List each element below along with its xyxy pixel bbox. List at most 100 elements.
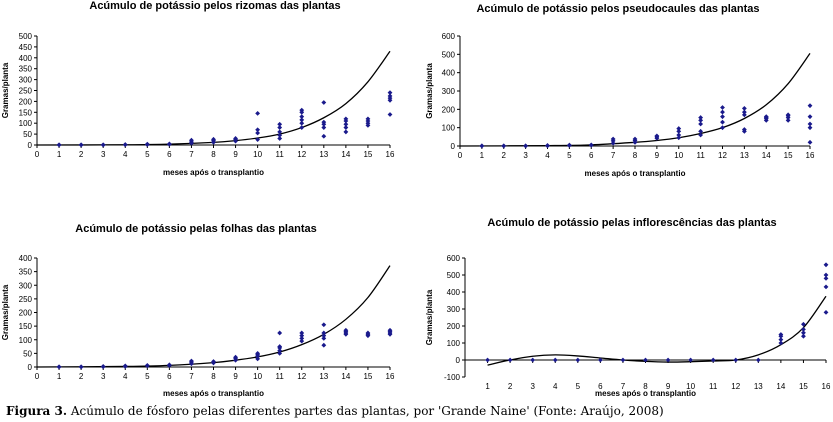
x-tick-label: 8: [211, 150, 216, 159]
data-point: [710, 357, 716, 363]
chart-folhas: Acúmulo de potássio pelas folhas das pla…: [1, 223, 395, 398]
data-point: [321, 322, 327, 328]
data-point: [166, 141, 172, 147]
x-tick-label: 11: [276, 150, 285, 159]
data-point: [387, 112, 393, 117]
data-point: [676, 132, 682, 138]
data-point: [299, 125, 305, 130]
data-point: [255, 356, 261, 362]
y-tick-label: 0: [451, 142, 456, 151]
x-tick-label: 10: [686, 382, 695, 391]
data-point: [597, 357, 603, 363]
x-tick-label: 9: [233, 150, 238, 159]
data-point: [299, 120, 305, 126]
data-point: [299, 338, 305, 344]
y-tick-label: 100: [19, 119, 33, 128]
y-tick-label: 150: [19, 322, 33, 331]
data-point: [277, 344, 283, 349]
data-point: [343, 129, 349, 135]
y-tick-label: 400: [442, 69, 456, 78]
x-tick-label: 9: [233, 372, 238, 381]
x-tick-label: 8: [643, 382, 648, 391]
x-tick-label: 11: [696, 151, 705, 160]
data-point: [733, 357, 739, 363]
x-tick-label: 13: [754, 382, 763, 391]
data-point: [823, 276, 829, 281]
data-point: [643, 357, 648, 363]
y-tick-label: 200: [19, 97, 33, 106]
y-tick-label: 300: [442, 87, 456, 96]
data-point: [807, 103, 813, 109]
data-point: [189, 137, 194, 143]
data-point: [321, 330, 327, 336]
data-point: [299, 333, 305, 339]
data-point: [387, 327, 393, 333]
data-point: [545, 143, 550, 148]
data-point: [277, 132, 283, 138]
data-point: [566, 142, 572, 148]
x-tick-label: 4: [123, 150, 128, 159]
data-point: [343, 327, 349, 333]
data-point: [632, 136, 638, 142]
x-tick-label: 5: [567, 151, 572, 160]
caption-text: Acúmulo de fósforo pelas diferentes part…: [70, 404, 664, 418]
data-point: [720, 105, 725, 110]
data-point: [485, 357, 490, 363]
x-tick-label: 13: [319, 372, 328, 381]
y-tick-label: 300: [19, 281, 33, 290]
x-tick-label: 2: [502, 151, 507, 160]
x-tick-label: 3: [530, 382, 535, 391]
data-point: [299, 117, 305, 123]
x-tick-label: 1: [57, 372, 62, 381]
data-point: [277, 350, 283, 356]
chart-title: Acúmulo de potássio pelos rizomas das pl…: [89, 0, 340, 12]
data-point: [365, 330, 371, 336]
x-tick-label: 6: [589, 151, 594, 160]
data-point: [552, 357, 558, 363]
data-point: [277, 121, 283, 127]
data-point: [676, 126, 682, 131]
data-point: [654, 133, 660, 139]
x-axis-label: meses após o transplantio: [595, 389, 696, 398]
data-point: [501, 143, 507, 149]
x-tick-label: 0: [35, 150, 40, 159]
chart-pseudocaules: Acúmulo de potássio pelos pseudocaules d…: [425, 3, 815, 178]
data-point: [785, 117, 791, 123]
x-tick-label: 15: [363, 372, 372, 381]
x-tick-label: 16: [806, 151, 815, 160]
x-tick-label: 3: [523, 151, 528, 160]
x-tick-label: 4: [123, 372, 128, 381]
y-tick-label: 350: [19, 268, 33, 277]
data-point: [189, 358, 194, 364]
data-point: [610, 136, 616, 142]
y-tick-label: 50: [23, 130, 32, 139]
y-tick-label: 500: [19, 32, 33, 41]
y-tick-label: 400: [19, 254, 33, 263]
y-tick-label: 350: [19, 65, 33, 74]
data-point: [233, 136, 238, 141]
figure-caption: Figura 3. Acúmulo de fósforo pelas difer…: [6, 404, 664, 418]
data-point: [807, 114, 813, 120]
y-tick-label: 600: [447, 254, 461, 263]
data-point: [343, 125, 349, 130]
x-axis-label: meses após o transplantio: [585, 169, 686, 178]
y-tick-label: 400: [19, 54, 33, 63]
data-point: [807, 121, 813, 127]
x-tick-label: 3: [101, 150, 106, 159]
data-point: [755, 357, 761, 363]
data-point: [720, 125, 725, 131]
chart-title: Acúmulo de potássio pelas folhas das pla…: [75, 223, 316, 235]
y-tick-label: -100: [444, 373, 461, 382]
data-point: [778, 340, 784, 346]
y-tick-label: 0: [28, 363, 33, 372]
x-tick-label: 5: [145, 150, 150, 159]
data-point: [665, 357, 671, 363]
data-point: [801, 327, 806, 332]
y-axis-label: Gramas/planta: [425, 63, 434, 119]
data-point: [211, 359, 216, 364]
trend-curve: [36, 265, 391, 368]
data-point: [100, 364, 106, 369]
x-tick-label: 6: [598, 382, 603, 391]
x-tick-label: 10: [253, 372, 262, 381]
y-axis-label: Gramas/planta: [1, 284, 10, 340]
